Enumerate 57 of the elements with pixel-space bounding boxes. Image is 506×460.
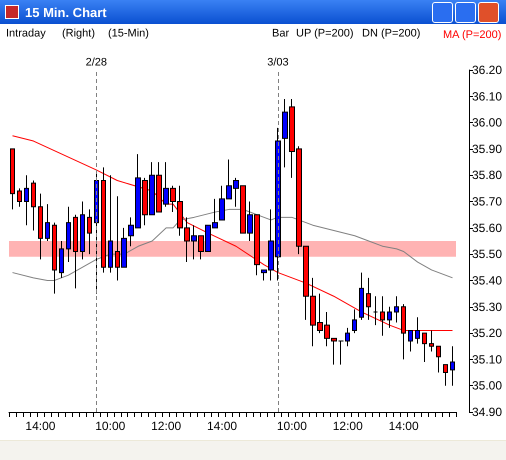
text: Bar xyxy=(272,28,290,40)
x-tick-label: 14:00 xyxy=(25,419,56,433)
candlestick xyxy=(415,316,420,344)
text: DN (P=200) xyxy=(362,28,420,40)
text: 2/28 xyxy=(86,56,108,68)
x-tick-label: 14:00 xyxy=(207,419,238,433)
candlestick xyxy=(373,296,378,326)
candlestick xyxy=(450,346,455,386)
candlestick xyxy=(45,204,50,242)
candlestick xyxy=(366,277,371,320)
y-tick-label: 35.70 xyxy=(472,194,502,209)
y-tick-label: 36.20 xyxy=(472,63,502,77)
candlestick xyxy=(387,306,392,328)
candlestick xyxy=(52,222,57,294)
candlestick xyxy=(38,193,43,260)
y-tick-label: 35.90 xyxy=(472,142,502,156)
candlestick xyxy=(31,180,36,231)
y-tick-label: 36.10 xyxy=(472,89,502,104)
x-tick-label: 12:00 xyxy=(151,419,182,433)
y-tick-label: 35.20 xyxy=(472,326,502,340)
y-tick-label: 35.50 xyxy=(472,247,502,262)
candlestick xyxy=(59,240,64,278)
candlestick xyxy=(408,330,413,352)
candlestick xyxy=(17,188,22,208)
y-tick-label: 35.30 xyxy=(472,300,502,314)
y-tick-label: 36.00 xyxy=(472,116,502,130)
candlestick xyxy=(443,364,448,386)
y-tick-label: 34.90 xyxy=(472,405,502,419)
x-tick-label: 10:00 xyxy=(95,419,126,433)
candlestick xyxy=(394,296,399,324)
candlestick xyxy=(73,214,78,289)
x-tick-label: 12:00 xyxy=(332,419,364,433)
candlestick xyxy=(359,272,364,320)
y-tick-label: 35.80 xyxy=(472,168,502,182)
candlestick xyxy=(80,201,85,260)
text: 3/03 xyxy=(267,56,289,68)
text: (15-Min) xyxy=(108,28,149,40)
candlestick xyxy=(101,166,106,274)
candlestick xyxy=(10,148,15,210)
candlestick xyxy=(87,208,92,255)
text: MA (P=200) xyxy=(443,29,502,41)
candlestick xyxy=(436,346,441,374)
x-tick-label: 14:00 xyxy=(388,419,419,433)
y-tick-label: 35.10 xyxy=(472,352,502,366)
candlestick xyxy=(108,174,113,274)
y-tick-label: 35.40 xyxy=(472,273,502,288)
y-tick-label: 35.00 xyxy=(472,378,502,393)
line-series xyxy=(12,208,454,281)
text: Intraday xyxy=(6,28,46,40)
x-tick-label: 10:00 xyxy=(276,419,308,433)
text: UP (P=200) xyxy=(296,28,354,40)
text: (Right) xyxy=(62,28,96,40)
candlestick xyxy=(24,174,29,226)
y-tick-label: 35.60 xyxy=(472,220,502,235)
chart-title: 15 Min. Chart xyxy=(25,4,107,20)
candlestick xyxy=(66,206,71,263)
candlestick xyxy=(352,308,357,334)
